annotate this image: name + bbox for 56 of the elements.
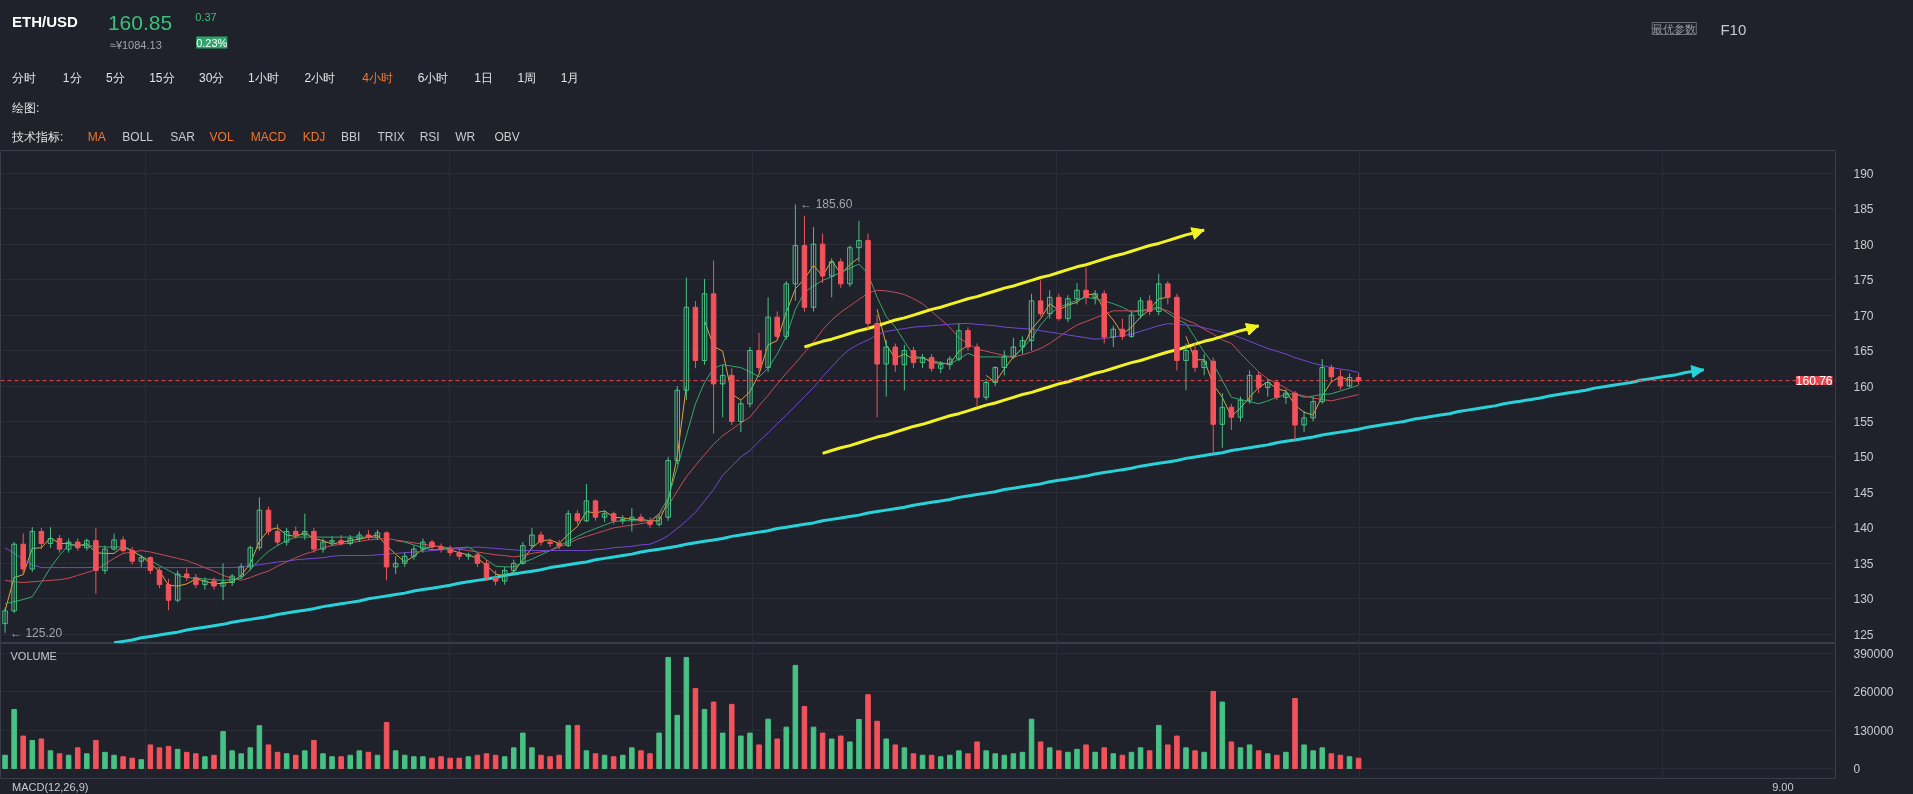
y-tick-label: 190: [1853, 166, 1874, 181]
text: SAR: [170, 129, 196, 144]
y-tick-label: 260000: [1853, 685, 1894, 700]
text: 1月: [560, 70, 580, 85]
text: VOL: [209, 129, 234, 144]
text: BBI: [341, 129, 361, 144]
text: 分时: [12, 70, 37, 85]
text: WR: [455, 129, 476, 144]
y-tick-label: 150: [1853, 450, 1874, 465]
text: MACD(12,26,9): [12, 781, 89, 793]
y-tick-label: 130: [1853, 592, 1874, 607]
y-tick-label: 185: [1853, 202, 1874, 217]
y-tick-label: 130000: [1853, 723, 1894, 738]
text: ≈¥1084.13: [109, 38, 162, 51]
y-tick-label: 165: [1853, 344, 1874, 359]
y-tick-label: 180: [1853, 237, 1874, 252]
text: 6小时: [417, 70, 449, 85]
text: 4小时: [362, 70, 393, 85]
text: 技术指标:: [11, 129, 64, 144]
y-tick-label: 390000: [1853, 646, 1894, 661]
y-tick-label: 175: [1853, 273, 1874, 288]
text: MA: [87, 129, 106, 144]
ref-line-label: 160.76: [1795, 374, 1833, 389]
text: 最优参数: [1652, 22, 1697, 35]
text: RSI: [419, 129, 440, 144]
text: TRIX: [377, 129, 405, 144]
text: 5分: [106, 70, 125, 85]
y-tick-label: 0: [1853, 762, 1861, 777]
text: 15分: [149, 70, 175, 85]
text: VOLUME: [10, 649, 57, 662]
text: 1小时: [247, 70, 279, 85]
y-tick-label: 135: [1853, 556, 1874, 571]
text: 绘图:: [12, 100, 40, 115]
text: OBV: [494, 129, 520, 144]
text: BOLL: [122, 129, 154, 144]
text: 1周: [517, 70, 537, 85]
text: 1分: [62, 70, 82, 85]
annotation: ← 185.60: [800, 197, 853, 212]
text: 1日: [474, 70, 494, 85]
text: ETH/USD: [12, 13, 79, 30]
y-tick-label: 140: [1853, 521, 1874, 536]
text: 9.00: [1772, 781, 1794, 793]
y-tick-label: 125: [1853, 627, 1874, 642]
text: 160.85: [107, 10, 173, 34]
text: MACD: [250, 129, 287, 144]
annotation: ← 125.20: [10, 625, 63, 640]
y-tick-label: 155: [1853, 414, 1874, 429]
text: 0.37: [195, 10, 217, 23]
text: KDJ: [302, 129, 326, 144]
text: 30分: [199, 70, 225, 85]
text: 2小时: [304, 70, 336, 85]
y-tick-label: 145: [1853, 485, 1874, 500]
text: F10: [1720, 21, 1747, 38]
text: 0.23%: [196, 36, 228, 49]
y-tick-label: 160: [1853, 379, 1874, 394]
y-tick-label: 170: [1853, 308, 1874, 323]
